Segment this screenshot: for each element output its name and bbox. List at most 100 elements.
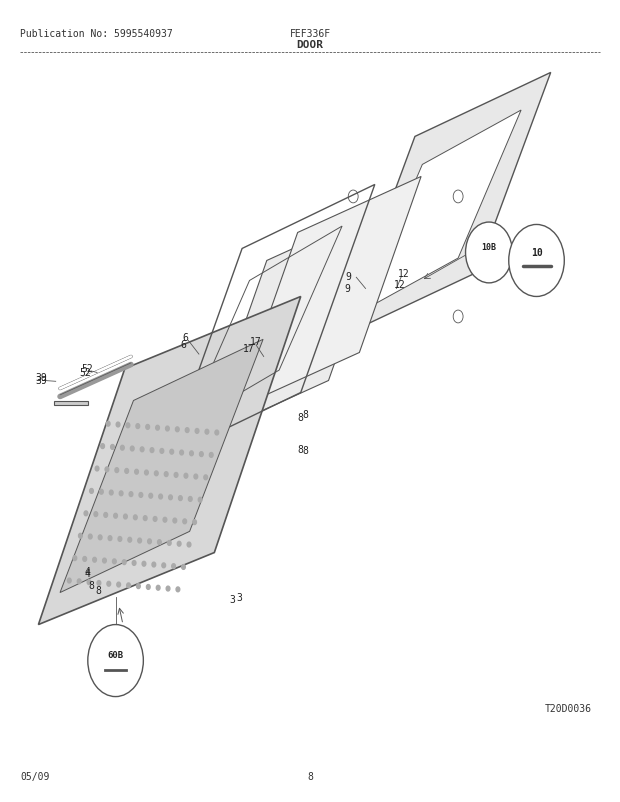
Circle shape — [166, 586, 170, 591]
Circle shape — [120, 446, 124, 451]
Circle shape — [78, 579, 81, 584]
Circle shape — [104, 513, 107, 517]
Circle shape — [154, 472, 158, 476]
Polygon shape — [360, 111, 521, 313]
Circle shape — [159, 495, 162, 500]
Text: 8: 8 — [298, 412, 304, 422]
Circle shape — [348, 191, 358, 204]
Circle shape — [100, 490, 104, 495]
Text: T20D0036: T20D0036 — [544, 703, 591, 713]
Circle shape — [466, 223, 513, 284]
Polygon shape — [54, 401, 88, 405]
Circle shape — [128, 537, 131, 542]
Circle shape — [126, 583, 130, 588]
Text: 10: 10 — [531, 248, 542, 258]
Circle shape — [195, 429, 199, 434]
Text: 9: 9 — [344, 284, 350, 294]
Circle shape — [110, 445, 114, 450]
Circle shape — [187, 542, 191, 547]
Circle shape — [453, 310, 463, 323]
Circle shape — [180, 451, 184, 456]
Circle shape — [142, 561, 146, 566]
Circle shape — [106, 422, 110, 427]
Circle shape — [143, 516, 147, 520]
Circle shape — [509, 225, 564, 297]
Text: 8: 8 — [302, 409, 308, 419]
Circle shape — [210, 453, 213, 458]
Circle shape — [90, 489, 94, 494]
Text: 39: 39 — [35, 373, 47, 383]
Polygon shape — [341, 73, 551, 337]
Text: Publication No: 5995540937: Publication No: 5995540937 — [20, 30, 172, 39]
Circle shape — [173, 518, 177, 523]
Circle shape — [153, 516, 157, 521]
Circle shape — [101, 444, 104, 449]
Circle shape — [94, 512, 98, 516]
Circle shape — [129, 492, 133, 497]
Circle shape — [109, 491, 113, 496]
Text: 3: 3 — [236, 592, 242, 602]
Circle shape — [205, 430, 209, 435]
Circle shape — [119, 492, 123, 496]
Circle shape — [185, 428, 189, 433]
Circle shape — [112, 559, 116, 564]
Circle shape — [156, 585, 160, 590]
Circle shape — [95, 467, 99, 472]
Text: 8: 8 — [88, 580, 94, 589]
Circle shape — [105, 468, 108, 472]
Text: 52: 52 — [79, 368, 91, 378]
Text: 8: 8 — [307, 771, 313, 780]
Circle shape — [135, 470, 138, 475]
Circle shape — [108, 536, 112, 541]
Circle shape — [126, 423, 130, 428]
Polygon shape — [205, 205, 390, 437]
Circle shape — [146, 425, 149, 430]
Text: DOOR: DOOR — [296, 40, 324, 50]
Circle shape — [133, 516, 137, 520]
Circle shape — [118, 537, 122, 541]
Text: 8: 8 — [298, 444, 304, 454]
Text: 10B: 10B — [482, 242, 497, 251]
Circle shape — [179, 496, 182, 501]
Circle shape — [194, 475, 198, 480]
Text: 4: 4 — [85, 568, 91, 577]
Circle shape — [174, 473, 178, 478]
Circle shape — [348, 318, 358, 331]
Circle shape — [183, 519, 187, 524]
Circle shape — [146, 585, 150, 589]
Circle shape — [157, 540, 161, 545]
Circle shape — [177, 541, 181, 546]
Circle shape — [188, 497, 192, 502]
Circle shape — [150, 448, 154, 453]
Text: 39: 39 — [35, 376, 47, 386]
Circle shape — [152, 562, 156, 567]
Circle shape — [93, 557, 97, 562]
Circle shape — [123, 515, 127, 519]
Circle shape — [144, 471, 148, 476]
Circle shape — [87, 580, 91, 585]
Circle shape — [182, 565, 185, 569]
Text: 52: 52 — [82, 363, 94, 374]
Text: 12: 12 — [397, 269, 409, 279]
Text: 05/09: 05/09 — [20, 771, 49, 780]
Text: 8: 8 — [302, 445, 308, 455]
Circle shape — [193, 520, 197, 525]
Text: 17: 17 — [250, 337, 262, 347]
Text: 4: 4 — [84, 566, 90, 577]
Circle shape — [169, 496, 172, 500]
Circle shape — [164, 472, 168, 477]
Text: 6: 6 — [180, 340, 187, 350]
Circle shape — [163, 517, 167, 522]
Circle shape — [113, 514, 117, 518]
Text: 12: 12 — [394, 280, 405, 290]
Circle shape — [167, 541, 171, 545]
Circle shape — [190, 452, 193, 456]
Circle shape — [348, 255, 358, 268]
Circle shape — [79, 533, 82, 538]
Circle shape — [116, 423, 120, 427]
Circle shape — [117, 582, 120, 587]
Circle shape — [149, 494, 153, 499]
Circle shape — [130, 447, 134, 452]
Circle shape — [68, 578, 71, 583]
Circle shape — [122, 560, 126, 565]
